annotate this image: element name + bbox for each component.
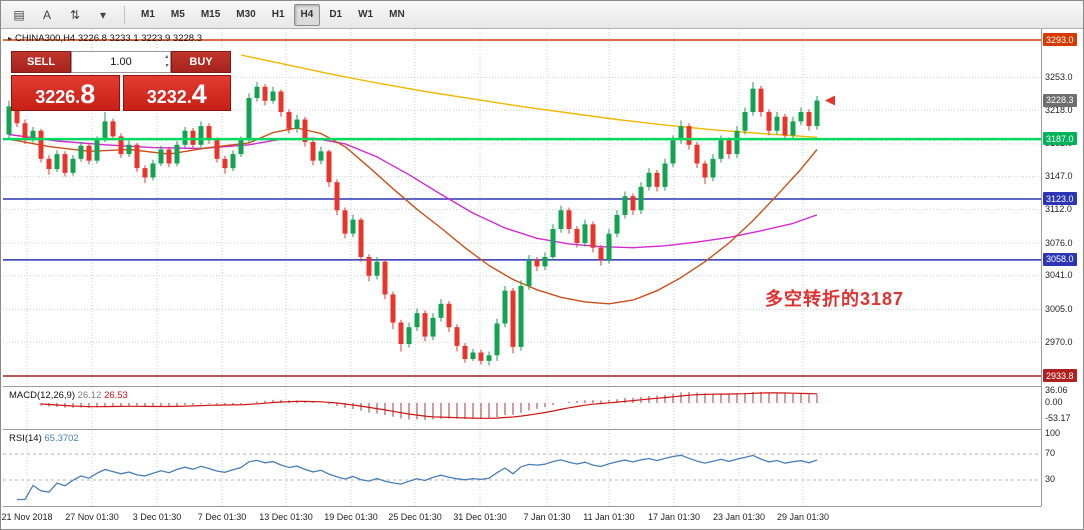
toolbar-separator (124, 5, 125, 24)
time-axis-label: 3 Dec 01:30 (132, 512, 182, 522)
timeframe-button-W1[interactable]: W1 (358, 9, 374, 20)
time-axis-label: 19 Dec 01:30 (324, 512, 378, 522)
price-axis-tick: 3218.0 (1045, 104, 1073, 115)
price-axis-badge: 3058.0 (1043, 252, 1077, 266)
timeframe-button-M1[interactable]: M1 (141, 9, 155, 20)
timeframe-button-M30[interactable]: M30 (236, 9, 256, 20)
price-axis-tick: 3076.0 (1045, 237, 1073, 248)
buy-price-button[interactable]: 3232. 4 (122, 75, 231, 111)
price-axis-tick: 0.00 (1045, 396, 1063, 407)
buy-button[interactable]: BUY (171, 51, 231, 73)
price-axis[interactable]: 3253.03218.03182.03147.03112.03076.03041… (1041, 29, 1083, 506)
timeframe-group: M1 M5 M15 M30 H1 H4 D1 W1 MN (133, 3, 413, 26)
rsi-canvas[interactable] (3, 430, 1041, 507)
collapse-icon[interactable]: ▸ (8, 34, 13, 43)
price-axis-tick: 36.06 (1045, 385, 1068, 396)
time-axis[interactable]: 21 Nov 2018 27 Nov 01:30 3 Dec 01:30 7 Dec … (1, 506, 1041, 529)
toolbar: ▤ A ⇅ ▾ M1 M5 M15 M30 H1 H4 D1 W1 MN (1, 1, 1083, 29)
price-axis-tick: 3041.0 (1045, 270, 1073, 281)
price-axis-tick: 3112.0 (1045, 203, 1072, 214)
price-axis-tick: 30 (1045, 473, 1056, 484)
price-axis-tick: 3005.0 (1045, 303, 1073, 314)
main-chart-canvas[interactable] (3, 29, 1041, 386)
sell-button[interactable]: SELL (11, 51, 71, 73)
timeframe-button-H1[interactable]: H1 (271, 9, 285, 20)
time-axis-label: 27 Nov 01:30 (65, 512, 119, 522)
price-axis-tick: 100 (1045, 428, 1061, 438)
time-axis-label: 7 Dec 01:30 (197, 512, 247, 522)
chart-annotation: 多空转折的3187 (765, 289, 905, 309)
time-axis-label: 23 Jan 01:30 (712, 512, 766, 522)
order-arrows-icon[interactable]: ⇅ (69, 7, 81, 22)
text-annotation-icon[interactable]: A (42, 7, 51, 22)
chart-title: ▸ CHINA300,H4 3226.8 3233.1 3223.9 3228.… (8, 33, 202, 44)
dropdown-menu-icon[interactable]: ▾ (99, 7, 107, 22)
volume-spin-arrows-icon[interactable]: ▴ ▾ (164, 54, 168, 69)
time-axis-label: 17 Jan 01:30 (647, 512, 701, 522)
main-chart-panel[interactable]: ▸ CHINA300,H4 3226.8 3233.1 3223.9 3228.… (3, 29, 1041, 386)
time-axis-label: 11 Jan 01:30 (583, 512, 635, 522)
timeframe-button-MN[interactable]: MN (389, 9, 405, 20)
toolbar-icon-group: ▤ A ⇅ ▾ (6, 3, 116, 27)
time-axis-label: 29 Jan 01:30 (776, 512, 830, 522)
time-axis-label: 13 Dec 01:30 (259, 512, 313, 522)
macd-canvas[interactable] (3, 387, 1041, 430)
price-axis-badge: 2933.8 (1043, 369, 1077, 383)
price-axis-tick: 3147.0 (1045, 171, 1073, 182)
timeframe-button-M15[interactable]: M15 (200, 9, 221, 20)
price-axis-badge: 3293.0 (1043, 33, 1077, 46)
price-axis-badge: 3228.3 (1043, 93, 1077, 107)
timeframe-button-M5[interactable]: M5 (170, 9, 185, 20)
time-axis-label: 25 Dec 01:30 (388, 512, 442, 522)
price-axis-tick: 3253.0 (1045, 71, 1073, 82)
volume-stepper[interactable]: 1.00 ▴ ▾ (71, 51, 171, 73)
volume-value: 1.00 (110, 56, 132, 68)
rsi-panel[interactable]: RSI(14) 65.3702 (3, 429, 1041, 507)
timeframe-button-H4[interactable]: H4 (293, 3, 321, 26)
time-axis-label: 21 Nov 2018 (1, 512, 53, 522)
macd-label: MACD(12,26,9) 26.12 26.53 (9, 390, 128, 401)
chart-window-icon[interactable]: ▤ (13, 7, 25, 22)
price-axis-tick: 70 (1045, 447, 1056, 458)
price-axis-badge: 3187.0 (1043, 132, 1077, 146)
macd-panel[interactable]: MACD(12,26,9) 26.12 26.53 (3, 386, 1041, 430)
one-click-trade-panel: SELL 1.00 ▴ ▾ BUY 3226. 8 3232. 4 (11, 51, 231, 111)
time-axis-label: 31 Dec 01:30 (453, 512, 507, 522)
rsi-label: RSI(14) 65.3702 (9, 433, 79, 444)
chart-title-text: CHINA300,H4 3226.8 3233.1 3223.9 3228.3 (15, 33, 202, 44)
timeframe-button-D1[interactable]: D1 (329, 9, 343, 20)
sell-price-button[interactable]: 3226. 8 (11, 75, 120, 111)
time-axis-label: 7 Jan 01:30 (523, 512, 571, 522)
price-axis-tick: -53.17 (1045, 412, 1071, 423)
price-axis-tick: 2970.0 (1045, 336, 1073, 347)
price-axis-badge: 3123.0 (1043, 192, 1077, 206)
